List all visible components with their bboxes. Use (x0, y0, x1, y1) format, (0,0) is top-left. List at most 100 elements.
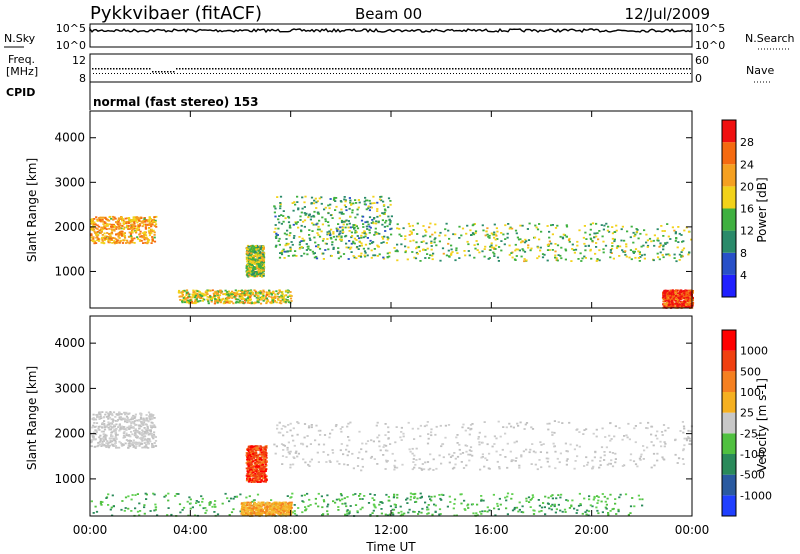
velocity-cell (259, 476, 262, 479)
power-cell (342, 231, 345, 233)
power-cell (560, 246, 563, 249)
velocity-cell (682, 463, 685, 465)
velocity-cell (112, 430, 115, 433)
velocity-cell (359, 498, 362, 500)
velocity-cell (347, 422, 350, 425)
power-cell (506, 236, 509, 239)
power-cell (675, 291, 679, 293)
velocity-cell (101, 437, 104, 440)
power-cell (279, 252, 282, 254)
power-cell (253, 248, 257, 251)
power-cell (339, 200, 342, 202)
power-cell (126, 241, 129, 244)
power-cell (254, 246, 257, 249)
velocity-cell (420, 469, 424, 471)
velocity-cell (250, 469, 253, 471)
power-cell (249, 256, 252, 258)
power-cell (339, 230, 342, 233)
velocity-cell (113, 428, 116, 431)
velocity-cell (593, 495, 596, 498)
power-cell (385, 242, 388, 244)
power-cell (254, 261, 257, 264)
power-cell (274, 297, 277, 299)
velocity-cell (201, 500, 204, 503)
velocity-cell (143, 506, 146, 509)
velocity-cell (358, 451, 361, 454)
velocity-cell (400, 426, 403, 429)
power-cell (589, 248, 592, 251)
velocity-cell (628, 438, 631, 441)
power-cell (207, 300, 210, 303)
velocity-cell (359, 508, 362, 511)
velocity-cell (328, 459, 331, 462)
power-cell (671, 226, 674, 229)
velocity-cell (120, 508, 123, 511)
velocity-cell (483, 465, 486, 468)
power-cell (116, 226, 119, 229)
velocity-cell (380, 512, 383, 515)
velocity-cell (532, 450, 535, 453)
velocity-cell (257, 448, 260, 451)
power-cell (140, 235, 143, 237)
power-cell (144, 241, 147, 244)
power-cell (196, 290, 199, 292)
power-cell (230, 300, 233, 303)
velocity-cell (248, 495, 251, 498)
power-cell (317, 246, 320, 248)
power-cell (307, 214, 311, 217)
power-cell (270, 300, 273, 303)
power-cell (95, 233, 98, 236)
power-cell (249, 245, 253, 247)
velocity-cell (122, 434, 126, 437)
power-cell (422, 225, 425, 227)
velocity-cell (606, 497, 609, 500)
power-cell (664, 289, 667, 292)
power-cell (250, 251, 253, 253)
power-cell (260, 258, 263, 261)
power-cell (387, 197, 391, 200)
power-cell (662, 294, 665, 297)
power-cell (116, 239, 119, 242)
velocity-cell (255, 470, 258, 473)
power-cell (404, 245, 407, 248)
velocity-cell (624, 493, 628, 496)
power-cell (376, 210, 379, 212)
power-cell (288, 234, 291, 237)
power-cell (581, 257, 584, 260)
velocity-cell (433, 495, 436, 498)
velocity-cell (274, 452, 277, 455)
velocity-cell (331, 451, 335, 454)
velocity-cell (515, 457, 518, 459)
velocity-cell (151, 443, 154, 445)
power-cell (357, 206, 360, 209)
power-cell (351, 211, 354, 214)
velocity-cell (103, 428, 107, 431)
power-cell (409, 240, 412, 243)
velocity-cell (378, 503, 381, 506)
velocity-cell (152, 437, 155, 440)
power-cell (527, 239, 531, 241)
velocity-cell (106, 440, 109, 442)
power-cell (258, 261, 261, 264)
velocity-cell (611, 508, 614, 511)
power-cell (126, 217, 129, 220)
power-cell (300, 246, 303, 248)
power-cell (110, 228, 113, 231)
velocity-cell (245, 479, 249, 482)
velocity-cell (251, 512, 254, 515)
velocity-cell (107, 446, 111, 449)
power-cell (251, 255, 254, 258)
velocity-cell (255, 454, 258, 456)
power-cell (645, 233, 648, 236)
velocity-cell (592, 498, 595, 501)
power-cell (277, 227, 280, 230)
velocity-cell (510, 459, 513, 462)
power-cell (201, 292, 204, 295)
velocity-cell (101, 501, 104, 503)
power-cell (458, 257, 461, 259)
power-cell (665, 253, 668, 256)
power-cell (144, 227, 147, 230)
velocity-cell (256, 474, 259, 476)
power-cell (145, 236, 148, 239)
power-cell (252, 249, 255, 252)
